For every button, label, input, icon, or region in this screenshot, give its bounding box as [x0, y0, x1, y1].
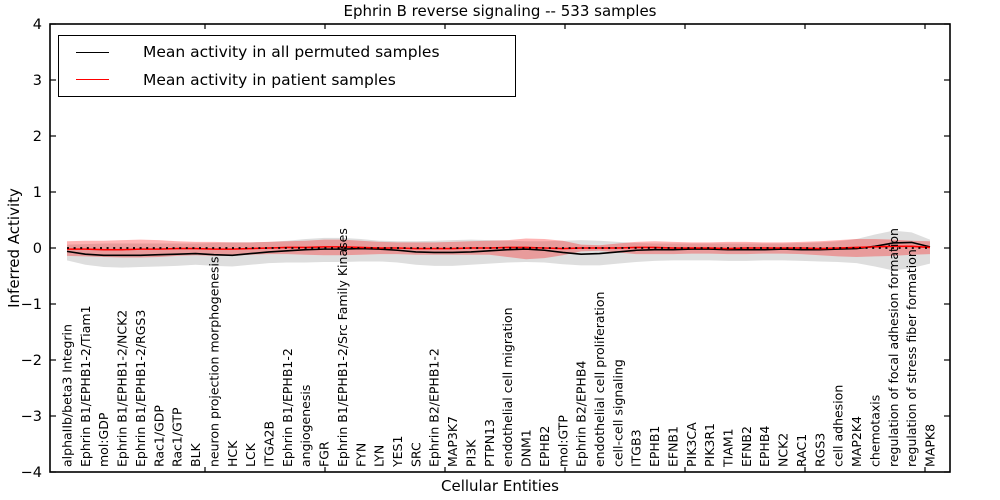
x-tick-label: cell-cell signaling [610, 359, 625, 467]
x-tick-label: angiogenesis [298, 385, 313, 467]
x-tick-label: Ephrin B1/EPHB1-2/Tiam1 [78, 305, 93, 467]
x-tick-label: EPHB2 [537, 426, 552, 467]
x-tick-label: FYN [353, 443, 368, 467]
x-tick-label: regulation of focal adhesion formation [886, 228, 901, 467]
x-tick-label: Rac1/GDP [151, 405, 166, 467]
x-tick-label: Ephrin B1/EPHB1-2/RGS3 [133, 310, 148, 467]
x-ticks [204, 24, 926, 472]
x-tick-label: EPHB1 [647, 426, 662, 467]
legend-label-patient: Mean activity in patient samples [143, 70, 396, 89]
permuted-line-swatch [76, 51, 109, 53]
x-tick-label: regulation of stress fiber formation [904, 249, 919, 467]
x-tick-label: ITGB3 [629, 429, 644, 467]
x-tick-label: Ephrin B1/EPHB1-2/NCK2 [115, 310, 130, 467]
y-tick-label: −4 [21, 465, 42, 481]
x-tick-label: NCK2 [776, 433, 791, 467]
x-tick-label: BLK [188, 442, 203, 467]
x-tick-label: YES1 [390, 436, 405, 468]
x-tick-label: EFNB1 [665, 426, 680, 467]
patient-line-swatch [76, 79, 109, 81]
x-tick-label: PIK3R1 [702, 423, 717, 467]
x-tick-label: EPHB4 [757, 426, 772, 467]
x-tick-label: PIK3CA [684, 422, 699, 467]
x-tick-label: RAC1 [794, 434, 809, 467]
x-tick-label: SRC [408, 442, 423, 467]
y-tick-label: 2 [33, 129, 42, 145]
legend-item-permuted: Mean activity in all permuted samples [59, 39, 515, 65]
patient-mean-line [67, 245, 931, 251]
patient-band [67, 238, 930, 260]
x-tick-label: chemotaxis [867, 395, 882, 467]
y-tick-label: −3 [21, 409, 42, 425]
x-tick-label: endothelial cell migration [500, 307, 515, 467]
y-tick-label: 1 [33, 185, 42, 201]
x-tick-label: PTPN13 [482, 419, 497, 467]
legend-item-patient: Mean activity in patient samples [59, 67, 515, 93]
x-tick-label: Ephrin B2/EPHB4 [574, 361, 589, 467]
x-tick-label: MAP2K4 [849, 416, 864, 467]
x-tick-label: mol:GDP [96, 412, 111, 467]
y-tick-label: 0 [33, 241, 42, 257]
x-tick-label: PI3K [463, 439, 478, 467]
x-tick-label: MAPK8 [923, 424, 938, 467]
y-tick-labels: 4 3 2 1 0 −1 −2 −3 −4 [21, 17, 950, 481]
chart-title: Ephrin B reverse signaling -- 533 sample… [343, 2, 657, 20]
x-tick-label: Ephrin B1/EPHB1-2 [280, 348, 295, 467]
x-tick-label: mol:GTP [555, 415, 570, 467]
x-axis-label: Cellular Entities [441, 477, 559, 495]
x-tick-label: alphaIIb/beta3 Integrin [60, 324, 75, 467]
x-tick-label: EFNB2 [739, 426, 754, 467]
y-tick-label: −1 [21, 297, 42, 313]
y-tick-label: −2 [21, 353, 42, 369]
y-tick-label: 3 [33, 73, 42, 89]
x-tick-label: cell adhesion [831, 385, 846, 467]
x-tick-label: Ephrin B1/EPHB1-2/Src Family Kinases [335, 228, 350, 467]
x-tick-label: HCK [225, 440, 240, 467]
x-tick-label: Ephrin B2/EPHB1-2 [427, 348, 442, 467]
y-axis-label: Inferred Activity [5, 188, 23, 308]
x-tick-label: RGS3 [812, 433, 827, 467]
legend: Mean activity in all permuted samples Me… [58, 35, 516, 97]
x-tick-label: TIAM1 [721, 428, 736, 468]
x-tick-label: LCK [243, 442, 258, 467]
x-category-labels: alphaIIb/beta3 Integrin Ephrin B1/EPHB1-2… [60, 228, 938, 468]
legend-label-permuted: Mean activity in all permuted samples [143, 43, 440, 62]
x-tick-label: neuron projection morphogenesis [206, 256, 221, 467]
x-tick-label: ITGA2B [261, 421, 276, 467]
y-tick-label: 4 [33, 17, 42, 33]
x-tick-label: DNM1 [519, 429, 534, 467]
x-tick-label: Rac1/GTP [170, 407, 185, 467]
x-tick-label: LYN [372, 445, 387, 467]
permuted-mean-line [66, 241, 931, 257]
x-tick-label: MAP3K7 [445, 416, 460, 467]
x-tick-label: endothelial cell proliferation [592, 292, 607, 467]
x-tick-label: FGR [317, 441, 332, 467]
